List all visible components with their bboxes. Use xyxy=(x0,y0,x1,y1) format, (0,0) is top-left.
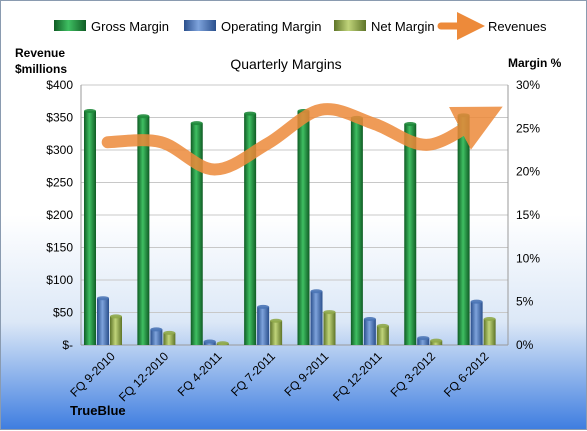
gross-margin-bar-cap xyxy=(244,112,256,116)
legend-label-revenues: Revenues xyxy=(488,19,547,34)
operating-margin-bar xyxy=(471,302,483,345)
legend-swatch-operating-margin xyxy=(184,20,216,31)
legend-swatch-net-margin xyxy=(334,20,366,31)
y-left-tick-label: $150 xyxy=(46,241,73,255)
operating-margin-bar-cap xyxy=(364,317,376,321)
net-margin-bar-cap xyxy=(324,310,336,314)
y-right-tick-label: 10% xyxy=(516,251,540,265)
net-margin-bar-cap xyxy=(484,317,496,321)
gross-margin-bar-cap xyxy=(458,113,470,117)
operating-margin-bar xyxy=(97,298,109,345)
gross-margin-bar-cap xyxy=(191,121,203,125)
operating-margin-bar-cap xyxy=(150,327,162,331)
net-margin-bar xyxy=(110,316,122,345)
x-tick-label: FQ 7-2011 xyxy=(228,349,278,399)
x-tick-label: FQ 12-2010 xyxy=(116,349,171,404)
gross-margin-bar xyxy=(298,111,310,345)
y-right-axis-title: Margin % xyxy=(508,56,562,70)
y-right-tick-label: 25% xyxy=(516,121,540,135)
gross-margin-bar-cap xyxy=(84,109,96,113)
net-margin-bar-cap xyxy=(377,324,389,328)
y-left-tick-label: $- xyxy=(62,338,73,352)
y-right-tick-label: 30% xyxy=(516,78,540,92)
net-margin-bar xyxy=(324,312,336,345)
y-left-tick-label: $250 xyxy=(46,176,73,190)
gross-margin-bar xyxy=(458,115,470,345)
operating-margin-bar-cap xyxy=(311,289,323,293)
gross-margin-bar-cap xyxy=(404,122,416,126)
y-right-tick-label: 5% xyxy=(516,295,534,309)
x-tick-label: FQ 3-2012 xyxy=(388,349,439,400)
y-left-tick-label: $400 xyxy=(46,78,73,92)
y-right-tick-labels: 0% 5% 10% 15% 20% 25% 30% xyxy=(516,78,540,352)
y-left-axis-title-line1: Revenue xyxy=(15,46,65,60)
net-margin-bar xyxy=(270,321,282,345)
legend-swatch-gross-margin xyxy=(54,20,86,31)
net-margin-bar-cap xyxy=(217,341,229,345)
revenues-line xyxy=(108,109,482,169)
x-tick-label: FQ 4-2011 xyxy=(175,349,225,399)
y-left-tick-label: $300 xyxy=(46,143,73,157)
legend: Gross Margin Operating Margin Net Margin… xyxy=(54,19,547,34)
y-right-tick-label: 20% xyxy=(516,165,540,179)
x-tick-label: FQ 6-2012 xyxy=(441,349,492,400)
chart-title: Quarterly Margins xyxy=(230,56,341,72)
y-left-tick-labels: $- $50 $100 $150 $200 $250 $300 $350 $400 xyxy=(46,78,73,352)
gross-margin-bar xyxy=(404,124,416,345)
x-tick-label: FQ 12-2011 xyxy=(330,349,385,404)
revenues-line-path xyxy=(108,109,482,169)
y-left-tick-label: $100 xyxy=(46,273,73,287)
net-margin-bar xyxy=(377,326,389,345)
x-tick-label: FQ 9-2010 xyxy=(67,349,118,400)
y-right-tick-label: 0% xyxy=(516,338,534,352)
y-left-tick-label: $350 xyxy=(46,111,73,125)
operating-margin-bar xyxy=(311,291,323,345)
legend-label-gross-margin: Gross Margin xyxy=(91,19,169,34)
net-margin-bar-cap xyxy=(270,319,282,323)
operating-margin-bar xyxy=(364,319,376,345)
net-margin-bar-cap xyxy=(163,331,175,335)
y-left-axis-title-line2: $millions xyxy=(15,62,67,76)
y-left-tick-label: $200 xyxy=(46,208,73,222)
operating-margin-bar-cap xyxy=(471,300,483,304)
gross-margin-bar xyxy=(137,116,149,345)
y-left-tick-label: $50 xyxy=(53,306,73,320)
gross-margin-bar xyxy=(351,118,363,345)
operating-margin-bar-cap xyxy=(204,340,216,344)
legend-label-net-margin: Net Margin xyxy=(371,19,435,34)
operating-margin-bar-cap xyxy=(97,296,109,300)
net-margin-bar xyxy=(484,319,496,345)
operating-margin-bar-cap xyxy=(257,305,269,309)
operating-margin-bar xyxy=(257,307,269,345)
net-margin-bar-cap xyxy=(430,339,442,343)
operating-margin-bar-cap xyxy=(417,336,429,340)
brand-label: TrueBlue xyxy=(70,403,126,418)
y-right-tick-label: 15% xyxy=(516,208,540,222)
gross-margin-bar xyxy=(84,111,96,345)
operating-margin-bar xyxy=(150,329,162,345)
x-tick-label: FQ 9-2011 xyxy=(281,349,331,399)
gross-margin-bar-cap xyxy=(137,114,149,118)
net-margin-bar-cap xyxy=(110,314,122,318)
legend-label-operating-margin: Operating Margin xyxy=(221,19,321,34)
